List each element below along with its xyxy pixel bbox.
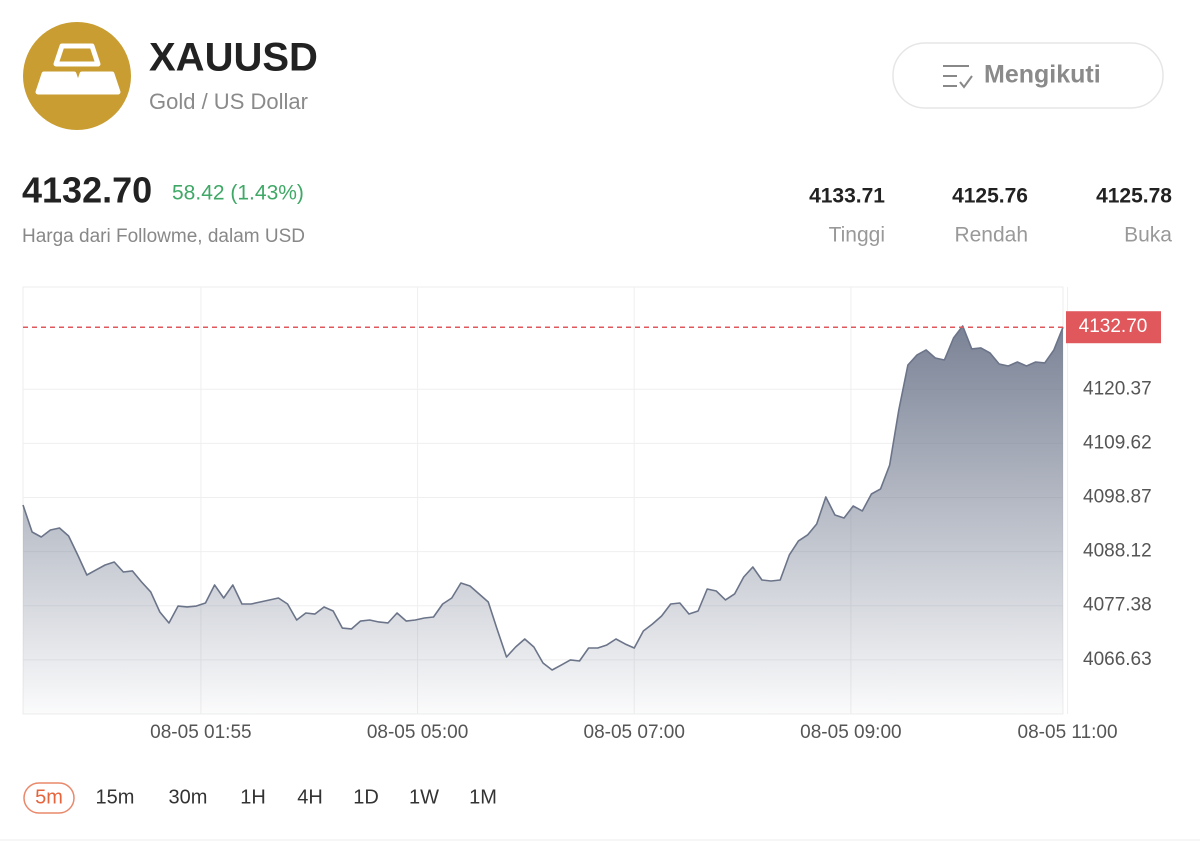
stat-value: 4125.76 xyxy=(952,185,1028,208)
interval-option[interactable]: 15m xyxy=(96,786,135,808)
interval-bar: 5m 15m 30m 1H 4H 1D 1W 1M xyxy=(23,782,497,814)
button-label[interactable]: Mengikuti xyxy=(984,61,1101,89)
follow-button[interactable]: Mengikuti xyxy=(892,42,1164,109)
y-tick-label: 4109.62 xyxy=(1083,432,1152,453)
area-fill xyxy=(23,325,1063,714)
interval-option[interactable]: 1H xyxy=(240,786,266,808)
plot: 4066.63 4077.38 4088.12 4098.87 4109.62 4120.… xyxy=(22,286,1161,743)
gold-bar xyxy=(35,71,83,95)
stat-label: Tinggi xyxy=(829,224,885,247)
button-frame[interactable] xyxy=(892,42,1164,109)
gold-bar xyxy=(53,43,101,67)
follow-icon xyxy=(943,65,973,89)
gold-icon xyxy=(23,22,131,130)
y-tick-label: 4077.38 xyxy=(1083,595,1152,616)
interval-option[interactable]: 4H xyxy=(297,786,323,808)
stats: 4133.71 Tinggi 4125.76 Rendah 4125.78 Buka xyxy=(809,185,1172,247)
y-tick-label: 4098.87 xyxy=(1083,487,1152,508)
gold-bar xyxy=(73,71,121,95)
interval-option[interactable]: 1M xyxy=(469,786,497,808)
x-tick-label: 08-05 05:00 xyxy=(367,722,468,743)
stat-value: 4133.71 xyxy=(809,185,885,208)
current-price-tag xyxy=(1066,311,1161,344)
x-tick-label: 08-05 09:00 xyxy=(800,722,901,743)
y-tick-label: 4066.63 xyxy=(1083,649,1152,670)
stat-value: 4125.78 xyxy=(1096,185,1172,208)
price: 4132.70 xyxy=(22,170,152,211)
x-tick-label: 08-05 07:00 xyxy=(584,722,685,743)
price-source: Harga dari Followme, dalam USD xyxy=(22,226,305,247)
interval-option[interactable]: 1W xyxy=(409,786,439,808)
interval-option[interactable]: 30m xyxy=(169,786,208,808)
price-line xyxy=(22,325,1064,671)
y-tick-label: 4120.37 xyxy=(1083,378,1152,399)
symbol: XAUUSD xyxy=(149,36,318,80)
x-tick-label: 08-05 01:55 xyxy=(150,722,251,743)
interval-selected[interactable] xyxy=(23,782,75,814)
current-price-label: 4132.70 xyxy=(1079,316,1148,337)
interval-option[interactable]: 5m xyxy=(35,786,63,808)
stat-label: Buka xyxy=(1124,224,1172,247)
x-tick-label: 08-05 11:00 xyxy=(1018,722,1118,743)
stat-label: Rendah xyxy=(954,224,1028,247)
y-tick-label: 4088.12 xyxy=(1083,541,1152,562)
interval-option[interactable]: 1D xyxy=(353,786,379,808)
price-change: 58.42 (1.43%) xyxy=(172,182,304,205)
symbol-name: Gold / US Dollar xyxy=(149,89,308,114)
